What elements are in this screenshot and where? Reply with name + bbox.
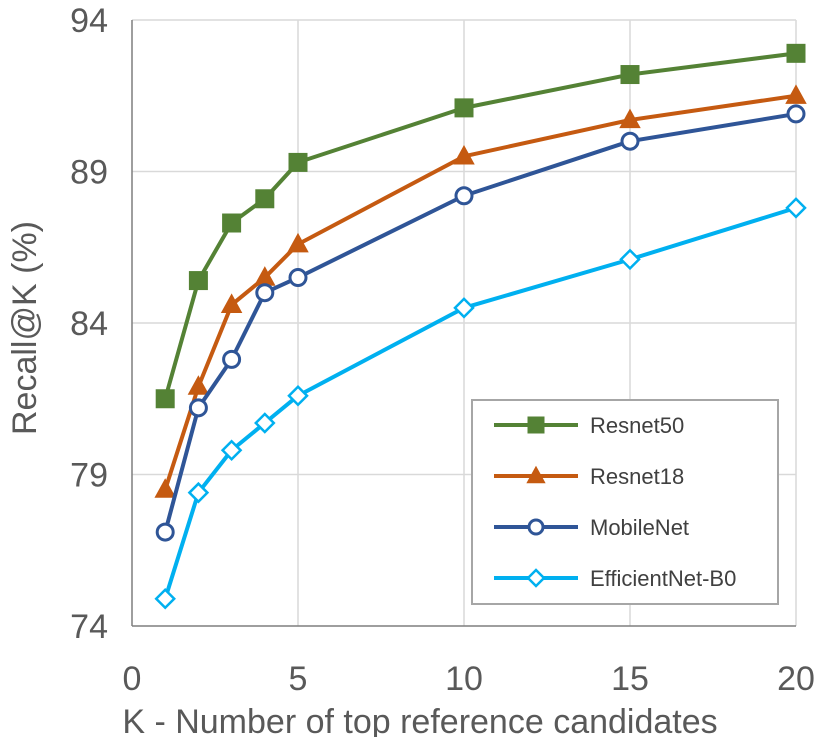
- data-point-mobilenet: [155, 522, 175, 542]
- data-point-resnet50: [255, 189, 275, 209]
- data-point-resnet50: [288, 152, 308, 172]
- data-point-resnet50: [454, 98, 474, 118]
- data-point-mobilenet: [188, 398, 208, 418]
- data-point-resnet18: [453, 144, 475, 165]
- data-point-resnet18: [154, 478, 176, 498]
- legend: Resnet50 Resnet18 MobileNet EfficientNet-B0: [471, 399, 779, 605]
- data-point-mobilenet: [620, 131, 640, 151]
- legend-label: Resnet18: [590, 464, 684, 489]
- legend-item-resnet18: Resnet18: [494, 464, 684, 489]
- series-line-resnet50: [163, 51, 797, 400]
- data-point-efficientnet-b0: [785, 197, 807, 219]
- data-point-resnet18: [187, 375, 210, 395]
- data-point-mobilenet: [255, 283, 275, 303]
- data-point-resnet18: [220, 293, 243, 313]
- legend-marker: [526, 568, 546, 588]
- data-point-efficientnet-b0: [220, 439, 243, 462]
- data-point-efficientnet-b0: [287, 384, 309, 407]
- legend-marker: [527, 518, 545, 536]
- data-point-resnet18: [785, 84, 807, 104]
- data-point-resnet50: [222, 213, 242, 233]
- data-point-mobilenet: [786, 104, 806, 124]
- legend-item-resnet50: Resnet50: [494, 413, 684, 438]
- data-point-efficientnet-b0: [453, 297, 475, 319]
- data-point-resnet50: [188, 271, 208, 291]
- y-axis-title: Recall@K (%): [6, 221, 44, 435]
- legend-marker: [527, 416, 545, 434]
- series-resnet18: [154, 84, 807, 498]
- y-tick-label: 74: [70, 608, 108, 646]
- data-point-mobilenet: [454, 186, 474, 206]
- series-line-mobilenet: [163, 111, 797, 533]
- data-point-efficientnet-b0: [154, 587, 176, 610]
- legend-label: Resnet50: [590, 413, 684, 438]
- data-point-mobilenet: [222, 349, 242, 369]
- series-efficientnet-b0: [154, 197, 807, 610]
- x-tick-label: 10: [445, 660, 483, 698]
- series-group: [154, 43, 807, 610]
- axes: 0 5 10 15 20 74 79 84 89 94: [70, 2, 815, 698]
- legend-item-mobilenet: MobileNet: [494, 515, 689, 540]
- legend-item-efficientnet-b0: EfficientNet-B0: [494, 566, 736, 591]
- data-point-resnet50: [155, 389, 175, 409]
- x-tick-label: 20: [777, 660, 815, 698]
- data-point-resnet50: [620, 65, 640, 85]
- data-point-efficientnet-b0: [254, 412, 276, 434]
- legend-box: [471, 399, 779, 605]
- data-point-resnet50: [786, 43, 806, 63]
- x-tick-label: 5: [289, 660, 308, 698]
- y-tick-label: 89: [70, 154, 108, 192]
- x-axis-title: K - Number of top reference candidates: [122, 703, 717, 737]
- data-point-resnet18: [619, 108, 641, 129]
- y-tick-label: 84: [70, 305, 108, 343]
- data-point-efficientnet-b0: [187, 481, 210, 504]
- data-point-efficientnet-b0: [619, 248, 641, 271]
- data-point-mobilenet: [288, 268, 308, 288]
- legend-marker: [526, 465, 546, 484]
- series-resnet50: [155, 43, 806, 409]
- series-line-efficientnet-b0: [163, 205, 797, 600]
- series-line-resnet18: [163, 93, 797, 491]
- legend-label: EfficientNet-B0: [590, 566, 736, 591]
- x-tick-label: 0: [123, 660, 142, 698]
- y-tick-label: 79: [70, 457, 108, 495]
- legend-label: MobileNet: [590, 515, 689, 540]
- data-point-resnet18: [287, 232, 309, 253]
- x-tick-label: 15: [611, 660, 649, 698]
- series-mobilenet: [155, 104, 806, 542]
- y-tick-label: 94: [70, 2, 108, 40]
